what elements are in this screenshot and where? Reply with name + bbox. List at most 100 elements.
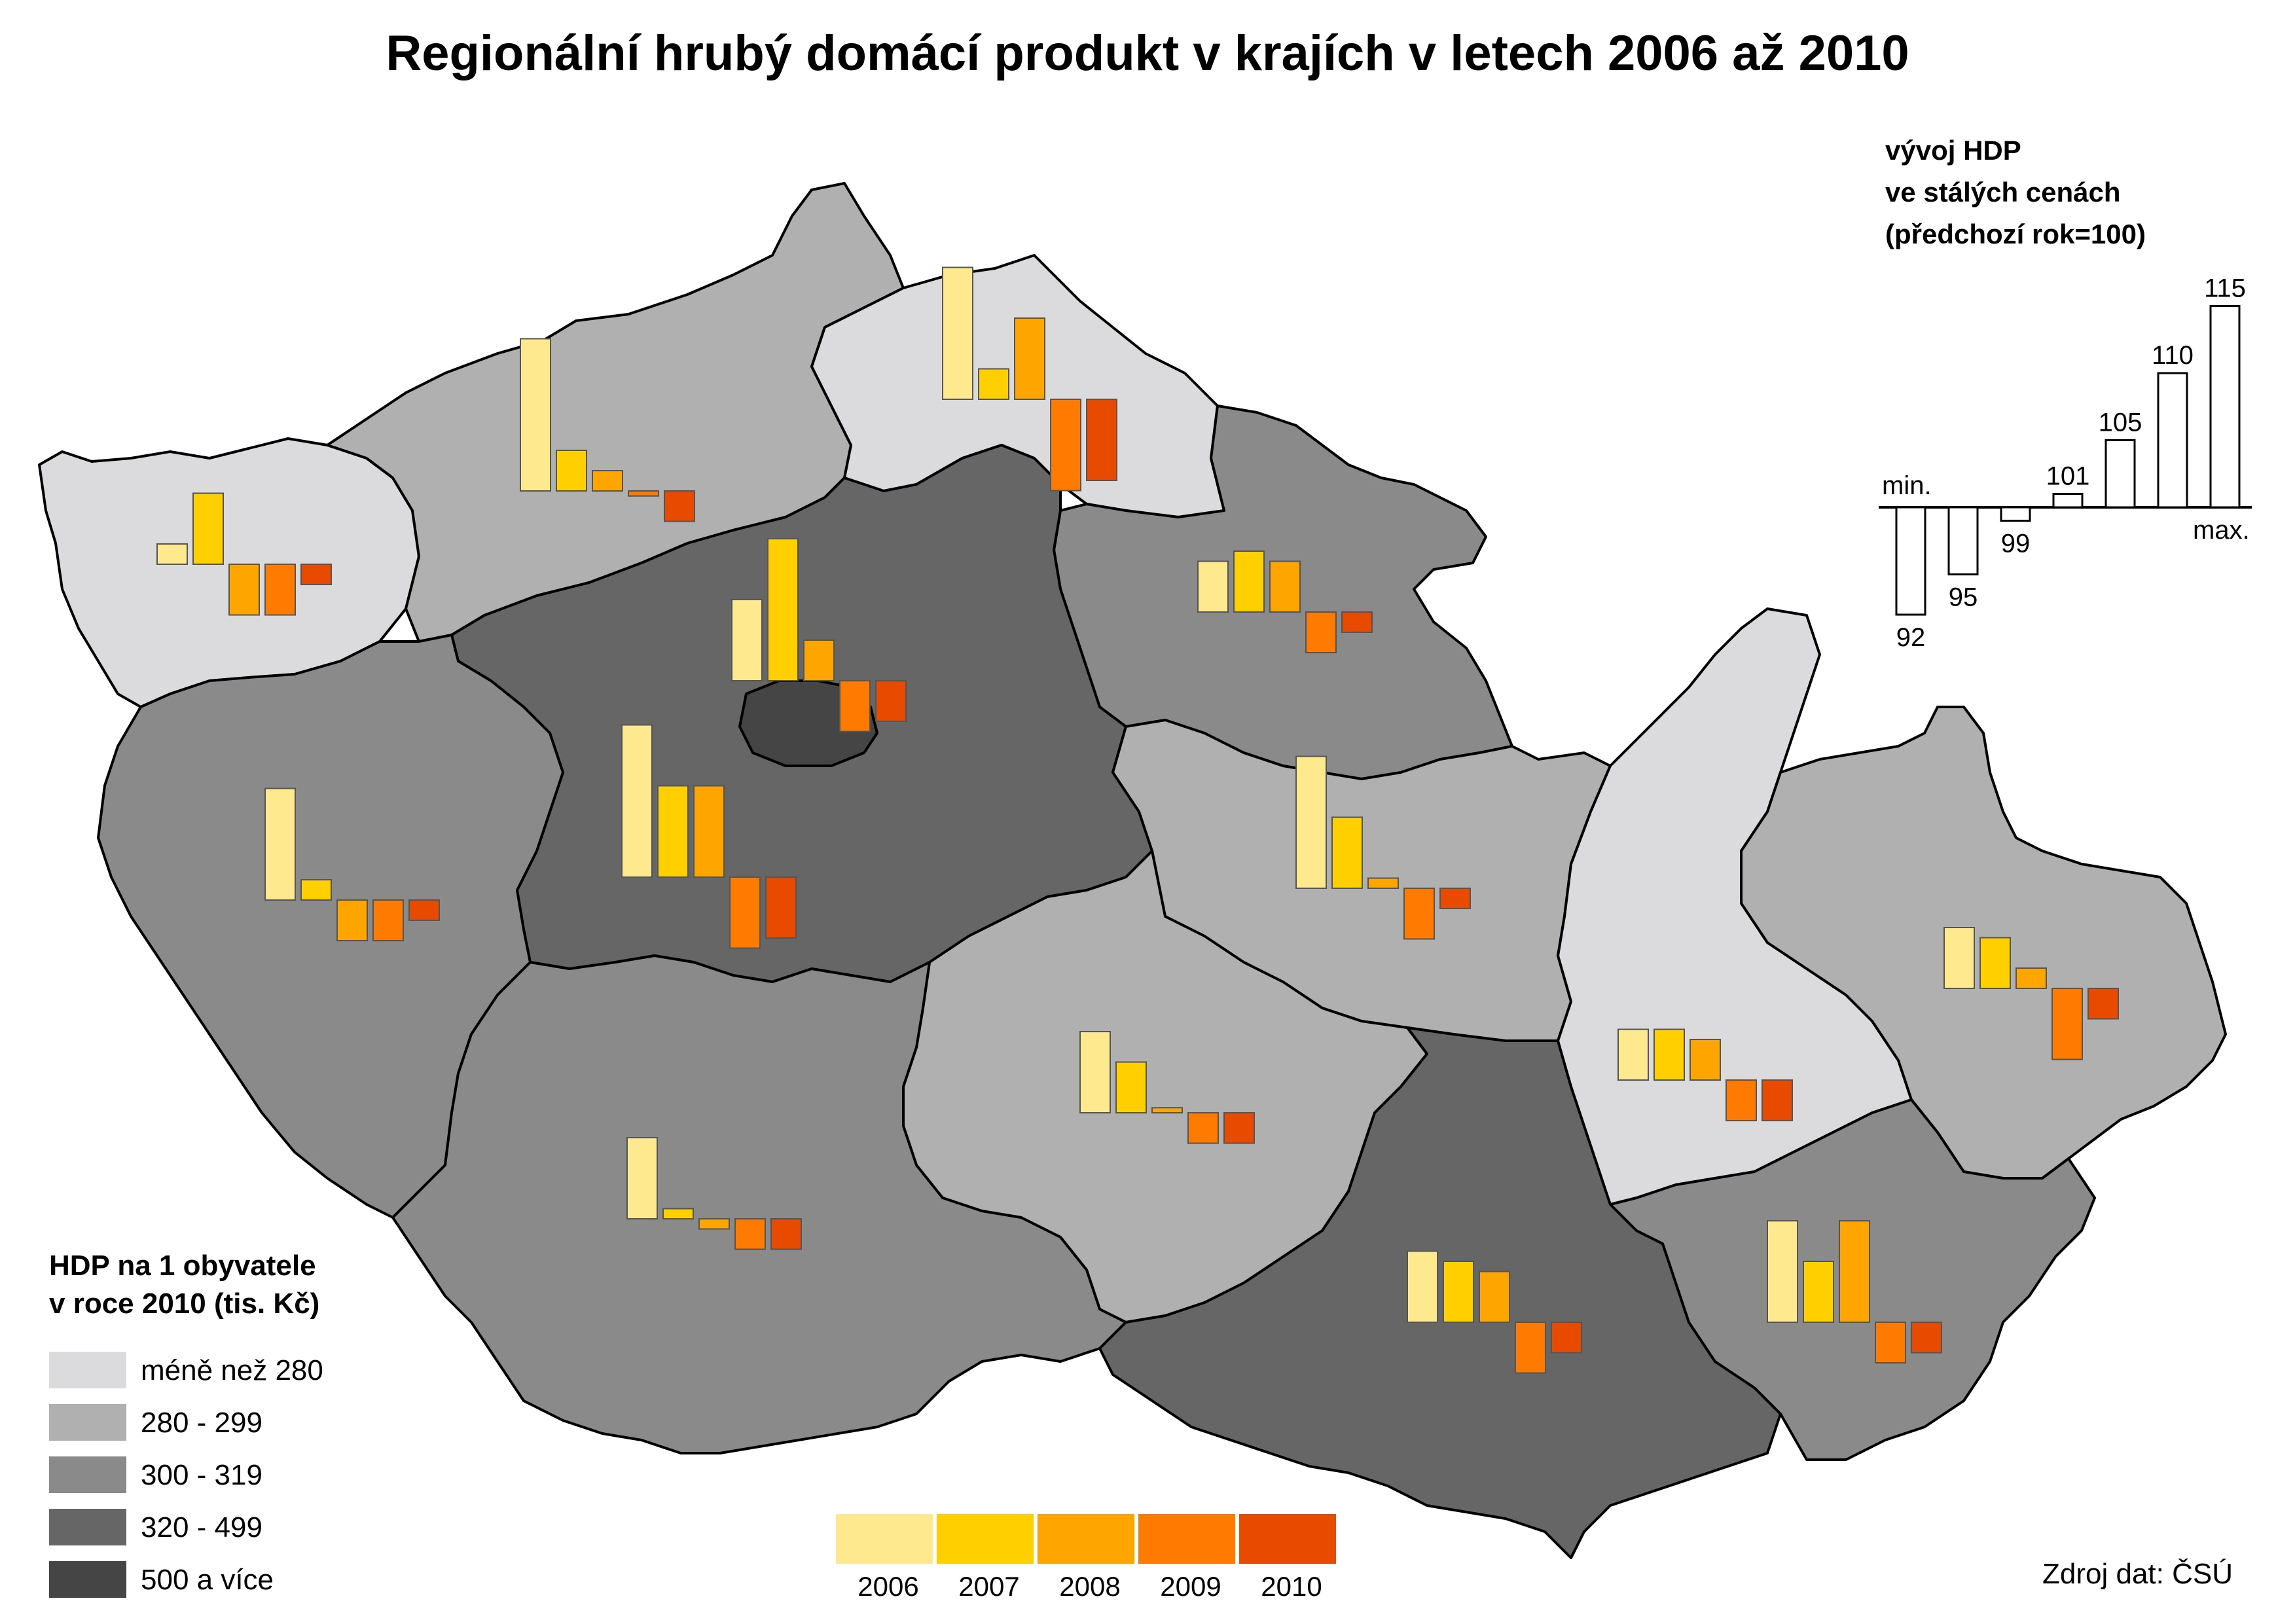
bar-zlinsky-2007 bbox=[1803, 1261, 1834, 1323]
bar-group-jihomoravsky bbox=[1407, 1250, 1582, 1374]
bar-group-plzensky bbox=[264, 787, 440, 941]
legend-swatch-1 bbox=[49, 1404, 126, 1441]
bar-plzensky-2009 bbox=[372, 899, 404, 941]
bar-vysocina-2008 bbox=[1151, 1107, 1183, 1113]
bar-olomoucky-2009 bbox=[1726, 1079, 1757, 1121]
index-key-title-line2: ve stálých cenách bbox=[1885, 177, 2121, 208]
bar-olomoucky-2010 bbox=[1762, 1079, 1793, 1121]
legend-class-3: 320 - 499 bbox=[49, 1509, 442, 1548]
year-swatch-2009 bbox=[1138, 1514, 1235, 1564]
index-key-bar-99 bbox=[2000, 506, 2031, 522]
bar-kralovehradecky-2008 bbox=[1269, 560, 1301, 613]
bar-jihocesky-2008 bbox=[698, 1218, 730, 1230]
bar-vysocina-2006 bbox=[1079, 1031, 1111, 1113]
bar-jihomoravsky-2008 bbox=[1479, 1271, 1510, 1323]
bar-group-liberecky bbox=[942, 266, 1117, 492]
legend-swatch-3 bbox=[49, 1509, 126, 1545]
bar-group-olomoucky bbox=[1617, 1028, 1793, 1121]
index-key-bar-101 bbox=[2052, 493, 2084, 509]
legend-class-2: 300 - 319 bbox=[49, 1456, 442, 1496]
bar-ustecky-2008 bbox=[592, 470, 623, 492]
year-label-2010: 2010 bbox=[1261, 1571, 1322, 1602]
legend-swatch-2 bbox=[49, 1456, 126, 1493]
year-swatch-2006 bbox=[836, 1514, 933, 1564]
bar-group-stredocesky bbox=[621, 724, 797, 949]
bar-group-karlovarsky bbox=[156, 492, 332, 616]
bar-karlovarsky-2006 bbox=[156, 543, 188, 565]
bar-stredocesky-2008 bbox=[693, 785, 725, 878]
index-key-bar-115 bbox=[2209, 305, 2241, 509]
bar-karlovarsky-2010 bbox=[300, 564, 332, 585]
legend-label-1: 280 - 299 bbox=[141, 1407, 262, 1439]
legend-title-line1: HDP na 1 obyvatele bbox=[49, 1250, 316, 1282]
bar-kralovehradecky-2006 bbox=[1197, 560, 1229, 613]
bar-pardubicky-2010 bbox=[1439, 888, 1471, 909]
index-key-value-101: 101 bbox=[2046, 462, 2090, 491]
index-key-max-label: max. bbox=[2193, 516, 2250, 545]
bar-jihomoravsky-2010 bbox=[1551, 1322, 1582, 1354]
year-label-2007: 2007 bbox=[958, 1571, 1020, 1602]
legend-class-0: méně než 280 bbox=[49, 1352, 442, 1391]
index-key-value-115: 115 bbox=[2204, 274, 2246, 303]
legend-swatch-4 bbox=[49, 1561, 126, 1598]
bar-karlovarsky-2009 bbox=[264, 564, 296, 616]
bar-jihocesky-2009 bbox=[734, 1218, 766, 1250]
data-source: Zdroj dat: ČSÚ bbox=[2042, 1558, 2233, 1590]
year-label-2008: 2008 bbox=[1059, 1571, 1121, 1602]
bar-ustecky-2006 bbox=[520, 338, 551, 492]
legend-label-0: méně než 280 bbox=[141, 1354, 323, 1386]
bar-liberecky-2008 bbox=[1014, 317, 1045, 400]
bar-liberecky-2007 bbox=[978, 368, 1009, 400]
region-jihocesky bbox=[391, 954, 1127, 1454]
bar-moravskoslezsky-2007 bbox=[1979, 937, 2011, 989]
bar-praha-2007 bbox=[767, 538, 799, 681]
index-key-value-105: 105 bbox=[2099, 408, 2142, 437]
bar-stredocesky-2010 bbox=[765, 876, 797, 939]
legend-label-4: 500 a více bbox=[141, 1564, 274, 1596]
bar-zlinsky-2010 bbox=[1911, 1322, 1942, 1354]
bar-jihomoravsky-2009 bbox=[1515, 1322, 1546, 1374]
index-key-title-line3: (předchozí rok=100) bbox=[1885, 219, 2146, 249]
bar-ustecky-2007 bbox=[556, 450, 587, 492]
bar-group-zlinsky bbox=[1767, 1220, 1942, 1363]
year-label-2009: 2009 bbox=[1160, 1571, 1221, 1602]
bar-pardubicky-2006 bbox=[1295, 755, 1327, 889]
bar-plzensky-2010 bbox=[408, 899, 440, 921]
legend-label-2: 300 - 319 bbox=[141, 1459, 262, 1491]
bar-jihomoravsky-2006 bbox=[1407, 1250, 1438, 1323]
bar-plzensky-2008 bbox=[336, 899, 368, 941]
bar-jihocesky-2006 bbox=[626, 1137, 658, 1219]
bar-praha-2010 bbox=[875, 680, 907, 722]
legend-title-line2: v roce 2010 (tis. Kč) bbox=[49, 1288, 320, 1320]
bar-group-jihocesky bbox=[626, 1137, 802, 1250]
index-key-bar-110 bbox=[2157, 372, 2188, 509]
legend-class-1: 280 - 299 bbox=[49, 1404, 442, 1443]
bar-moravskoslezsky-2008 bbox=[2015, 967, 2047, 989]
bar-liberecky-2006 bbox=[942, 266, 973, 400]
index-key-title: vývoj HDP ve stálých cenách (předchozí r… bbox=[1885, 130, 2146, 255]
bar-jihocesky-2007 bbox=[662, 1208, 694, 1219]
bar-plzensky-2006 bbox=[264, 787, 296, 901]
index-key-value-95: 95 bbox=[1949, 583, 1978, 612]
bar-ustecky-2010 bbox=[664, 490, 695, 522]
bar-pardubicky-2008 bbox=[1367, 877, 1399, 889]
bar-kralovehradecky-2009 bbox=[1305, 611, 1337, 653]
bar-jihocesky-2010 bbox=[770, 1218, 802, 1250]
legend-label-3: 320 - 499 bbox=[141, 1511, 262, 1543]
bar-moravskoslezsky-2009 bbox=[2051, 988, 2083, 1060]
bar-kralovehradecky-2007 bbox=[1233, 550, 1265, 613]
bar-vysocina-2009 bbox=[1187, 1112, 1219, 1144]
bar-group-moravskoslezsky bbox=[1943, 927, 2119, 1060]
bar-olomoucky-2006 bbox=[1617, 1028, 1649, 1081]
bar-group-praha bbox=[731, 538, 907, 732]
bar-liberecky-2010 bbox=[1086, 399, 1117, 481]
year-swatch-2010 bbox=[1239, 1514, 1336, 1564]
bar-olomoucky-2008 bbox=[1690, 1039, 1721, 1081]
bar-praha-2006 bbox=[731, 599, 763, 681]
bar-moravskoslezsky-2010 bbox=[2087, 988, 2119, 1020]
bar-stredocesky-2006 bbox=[621, 724, 653, 878]
bar-praha-2008 bbox=[803, 640, 835, 681]
bar-zlinsky-2009 bbox=[1875, 1322, 1906, 1363]
bar-karlovarsky-2007 bbox=[192, 492, 224, 565]
